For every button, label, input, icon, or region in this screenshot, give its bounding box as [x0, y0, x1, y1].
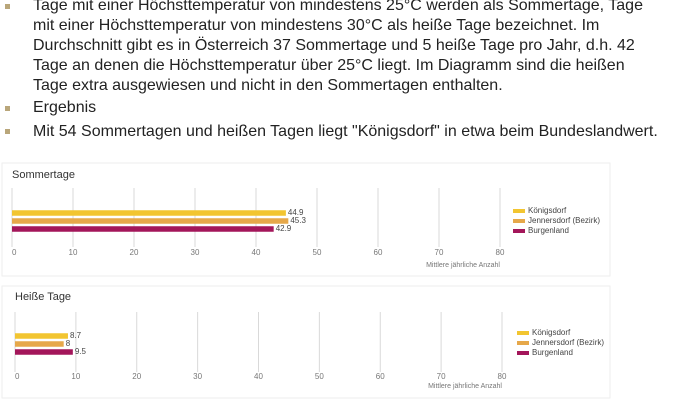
legend-label: Königsdorf — [528, 206, 567, 215]
x-tick-label: 0 — [15, 372, 20, 381]
bar — [15, 349, 73, 355]
x-tick-label: 30 — [191, 248, 200, 257]
x-tick-label: 50 — [315, 372, 324, 381]
legend-label: Jennersdorf (Bezirk) — [532, 338, 604, 347]
bar — [12, 226, 274, 232]
bullet-text: Ergebnis — [33, 99, 97, 116]
x-tick-label: 60 — [374, 248, 383, 257]
legend-label: Burgenland — [528, 226, 569, 235]
legend-swatch — [517, 331, 529, 335]
x-tick-label: 20 — [132, 372, 141, 381]
bar — [12, 218, 289, 224]
legend-label: Königsdorf — [532, 328, 571, 337]
x-tick-label: 20 — [130, 248, 139, 257]
x-axis-label: Mittlere jährliche Anzahl — [426, 262, 500, 269]
x-tick-label: 30 — [193, 372, 202, 381]
bar — [15, 333, 68, 339]
x-tick-label: 80 — [496, 248, 505, 257]
x-tick-label: 40 — [254, 372, 263, 381]
value-label: 45.3 — [290, 216, 306, 225]
legend-swatch — [513, 229, 525, 233]
bar — [15, 341, 64, 347]
chart-title: Sommertage — [12, 169, 75, 181]
x-tick-label: 70 — [435, 248, 444, 257]
bar — [12, 210, 286, 216]
value-label: 9.5 — [75, 347, 87, 356]
x-tick-label: 10 — [69, 248, 78, 257]
x-tick-label: 80 — [498, 372, 507, 381]
legend-swatch — [517, 351, 529, 355]
value-label: 8 — [66, 339, 71, 348]
chart-title: Heiße Tage — [15, 291, 71, 303]
bullet-marker — [5, 129, 10, 134]
x-tick-label: 0 — [12, 248, 17, 257]
x-tick-label: 10 — [71, 372, 80, 381]
legend-swatch — [517, 341, 529, 345]
bullet-text: Tage mit einer Höchsttemperatur von mind… — [33, 0, 643, 94]
chart-panel — [1, 285, 611, 399]
bullet-marker — [5, 4, 10, 9]
legend-label: Jennersdorf (Bezirk) — [528, 216, 600, 225]
legend-swatch — [513, 209, 525, 213]
x-tick-label: 50 — [313, 248, 322, 257]
legend-label: Burgenland — [532, 348, 573, 357]
value-label: 8.7 — [70, 331, 82, 340]
x-tick-label: 40 — [252, 248, 261, 257]
value-label: 42.9 — [276, 224, 292, 233]
x-tick-label: 70 — [437, 372, 446, 381]
legend-swatch — [513, 219, 525, 223]
x-axis-label: Mittlere jährliche Anzahl — [428, 383, 502, 390]
value-label: 44.9 — [288, 208, 304, 217]
bullet-marker — [5, 106, 10, 111]
bullet-text: Mit 54 Sommertagen und heißen Tagen lieg… — [33, 123, 658, 140]
x-tick-label: 60 — [376, 372, 385, 381]
chart-panel — [1, 162, 611, 277]
